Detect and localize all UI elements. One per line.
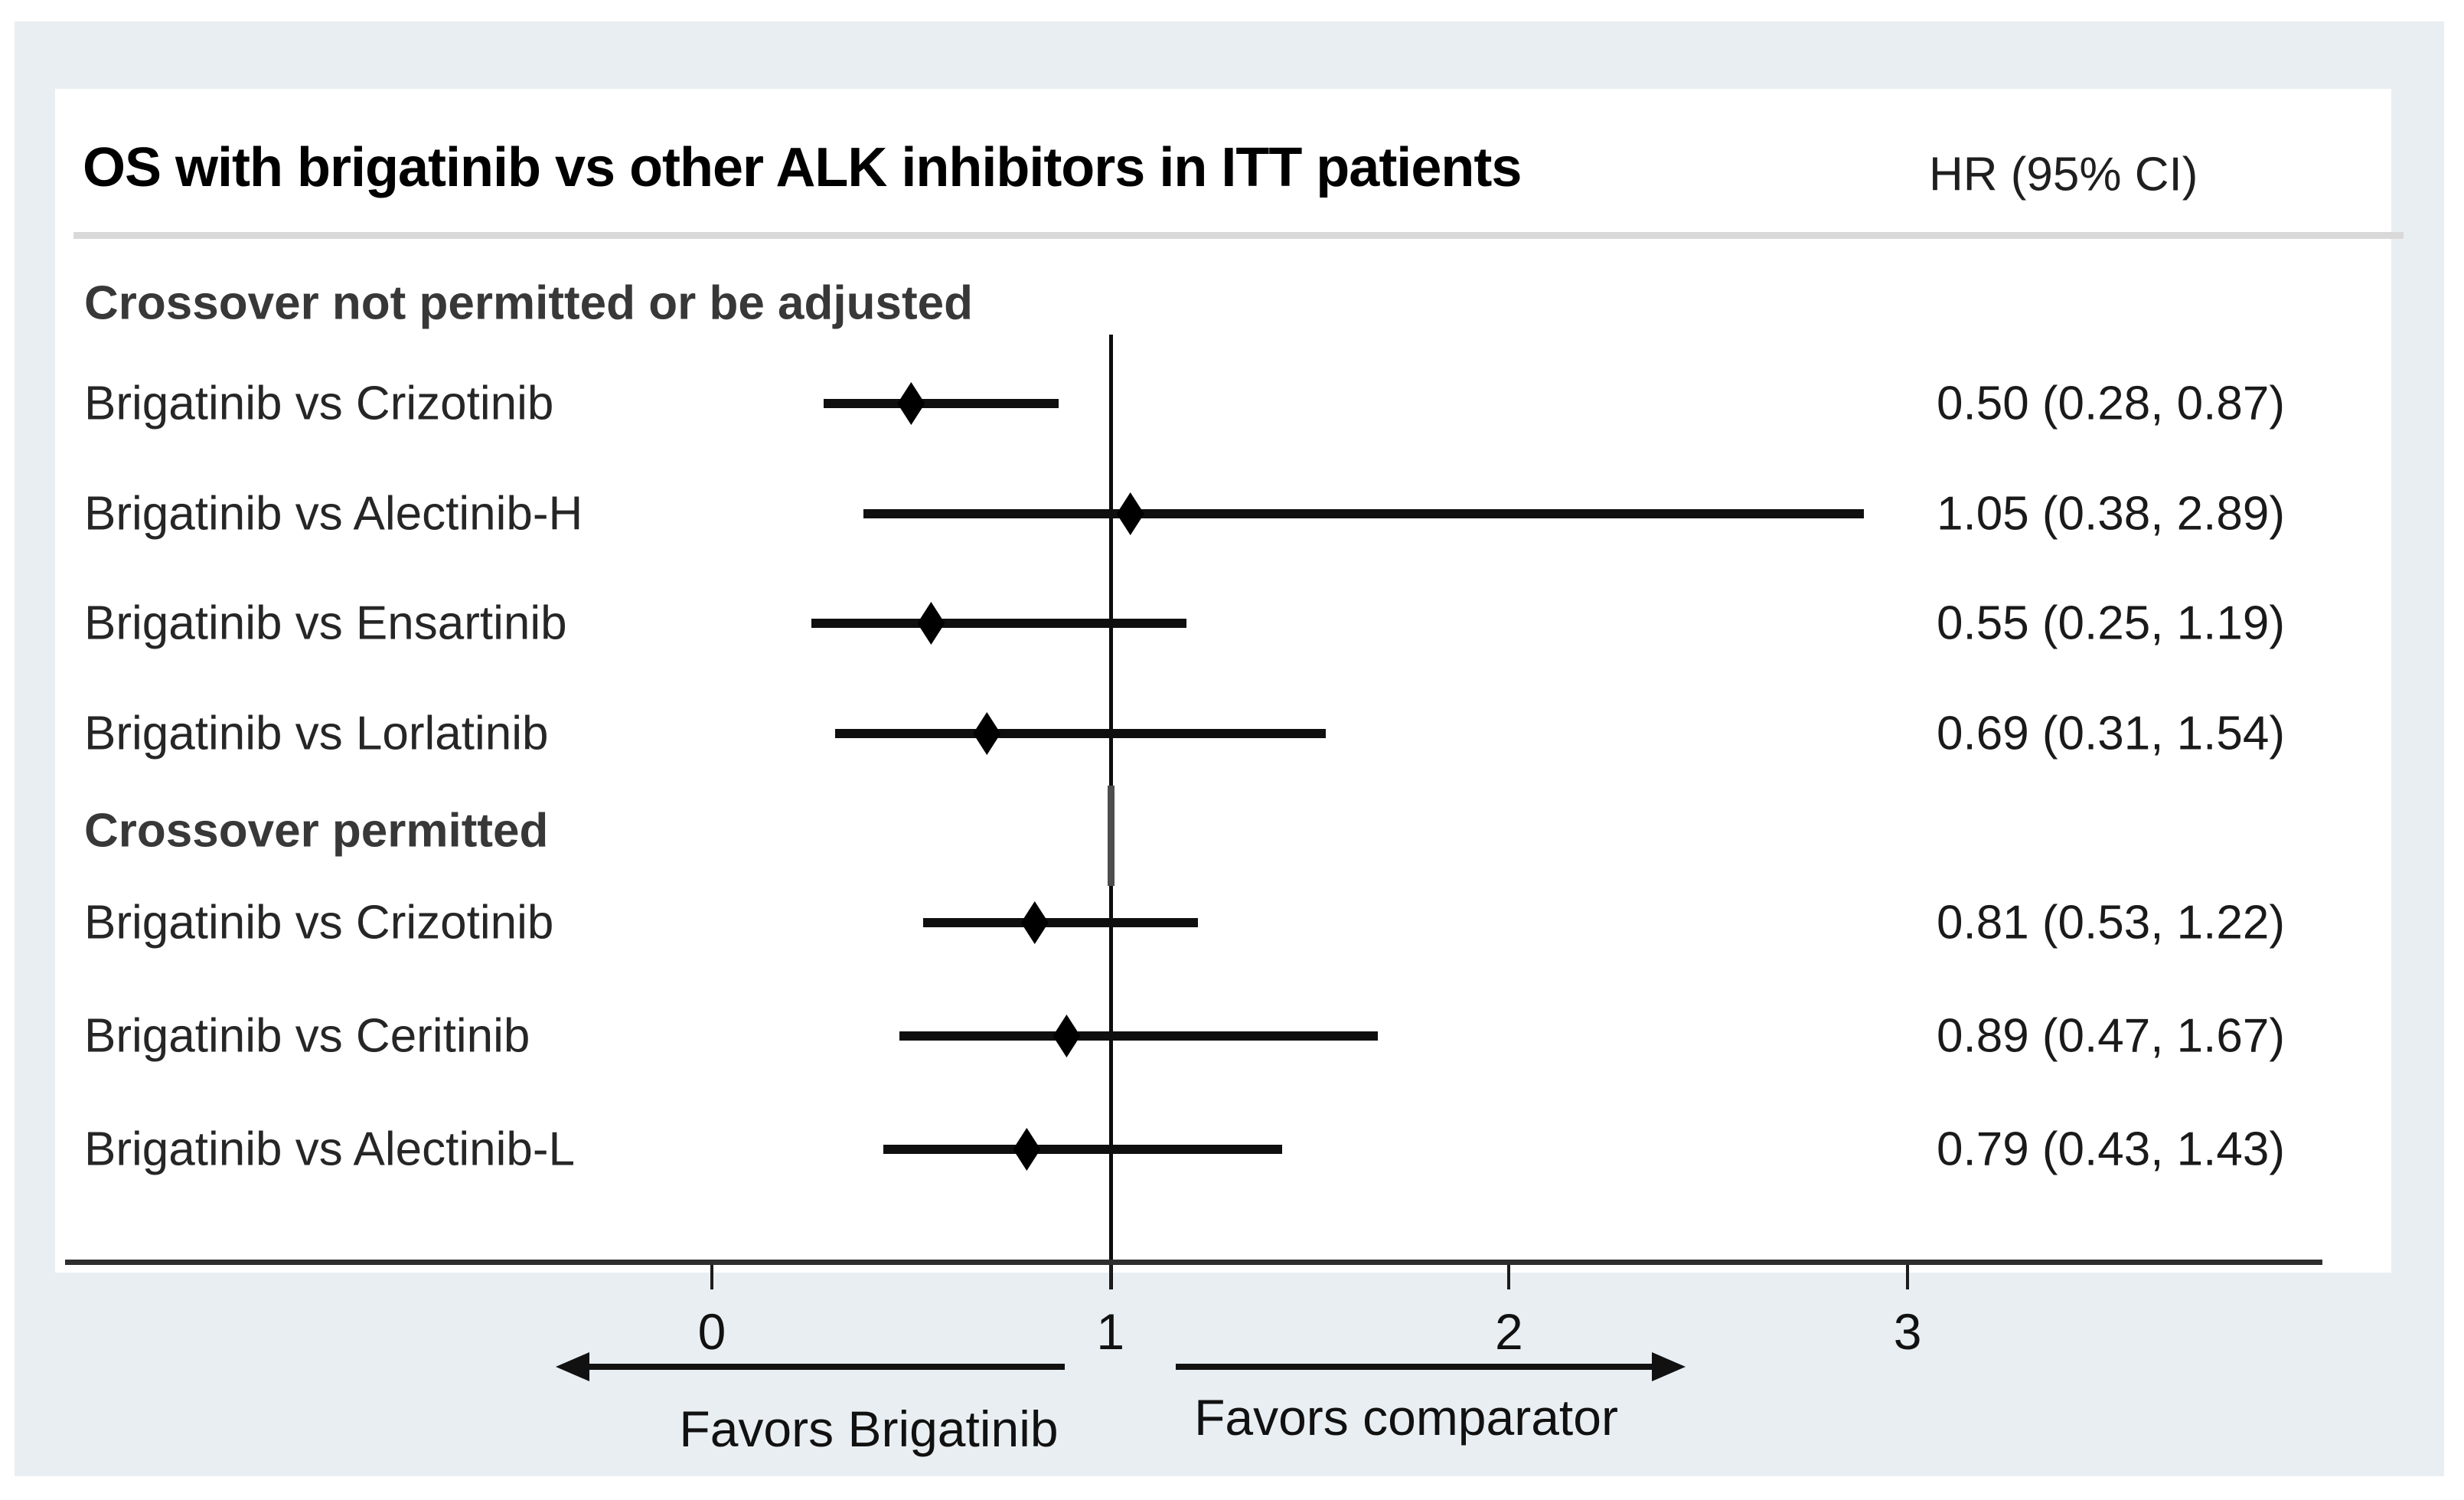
- favors-left-arrowhead-icon: [556, 1352, 589, 1381]
- ci-line: [811, 619, 1186, 628]
- ci-line: [922, 918, 1199, 927]
- favors-left-arrow-line: [586, 1364, 1065, 1370]
- hr-value: 0.81 (0.53, 1.22): [1937, 896, 2285, 949]
- row-label: Brigatinib vs Ensartinib: [84, 596, 567, 650]
- hr-value: 0.79 (0.43, 1.43): [1937, 1123, 2285, 1176]
- ci-line: [835, 729, 1326, 738]
- chart-title: OS with brigatinib vs other ALK inhibito…: [83, 137, 1522, 198]
- axis-tick: [1906, 1265, 1910, 1289]
- axis-tick: [1108, 1265, 1112, 1289]
- section-header: Crossover permitted: [84, 804, 549, 858]
- row-label: Brigatinib vs Crizotinib: [84, 377, 554, 430]
- ci-line: [883, 1145, 1282, 1154]
- plot-card: [55, 89, 2391, 1273]
- axis-tick-label: 1: [1096, 1303, 1125, 1360]
- hr-value: 0.55 (0.25, 1.19): [1937, 596, 2285, 650]
- reference-line-bottom: [1109, 886, 1113, 1289]
- row-label: Brigatinib vs Ceritinib: [84, 1009, 530, 1063]
- axis-tick: [1507, 1265, 1511, 1289]
- hr-value: 0.50 (0.28, 0.87): [1937, 377, 2285, 430]
- favors-left-label: Favors Brigatinib: [679, 1400, 1059, 1457]
- axis-tick-label: 2: [1495, 1303, 1523, 1360]
- hr-value: 0.89 (0.47, 1.67): [1937, 1009, 2285, 1063]
- axis-tick-label: 0: [697, 1303, 726, 1360]
- favors-right-label: Favors comparator: [1194, 1389, 1618, 1446]
- row-label: Brigatinib vs Alectinib-H: [84, 487, 583, 541]
- favors-right-arrowhead-icon: [1652, 1352, 1686, 1381]
- axis-tick-label: 3: [1893, 1303, 1922, 1360]
- axis-tick: [710, 1265, 713, 1289]
- reference-line-mid: [1108, 786, 1115, 886]
- favors-right-arrow-line: [1176, 1364, 1652, 1370]
- hr-value: 1.05 (0.38, 2.89): [1937, 487, 2285, 541]
- title-separator-rule: [73, 232, 2404, 239]
- row-label: Brigatinib vs Lorlatinib: [84, 707, 549, 760]
- ci-line: [823, 399, 1059, 408]
- row-label: Brigatinib vs Crizotinib: [84, 896, 554, 949]
- effect-column-header: HR (95% CI): [1929, 148, 2198, 201]
- section-header: Crossover not permitted or be adjusted: [84, 276, 973, 330]
- x-axis-line: [65, 1260, 2322, 1265]
- row-label: Brigatinib vs Alectinib-L: [84, 1123, 575, 1176]
- ci-line: [863, 509, 1864, 518]
- ci-line: [899, 1031, 1378, 1041]
- hr-value: 0.69 (0.31, 1.54): [1937, 707, 2285, 760]
- reference-line-top: [1109, 335, 1113, 786]
